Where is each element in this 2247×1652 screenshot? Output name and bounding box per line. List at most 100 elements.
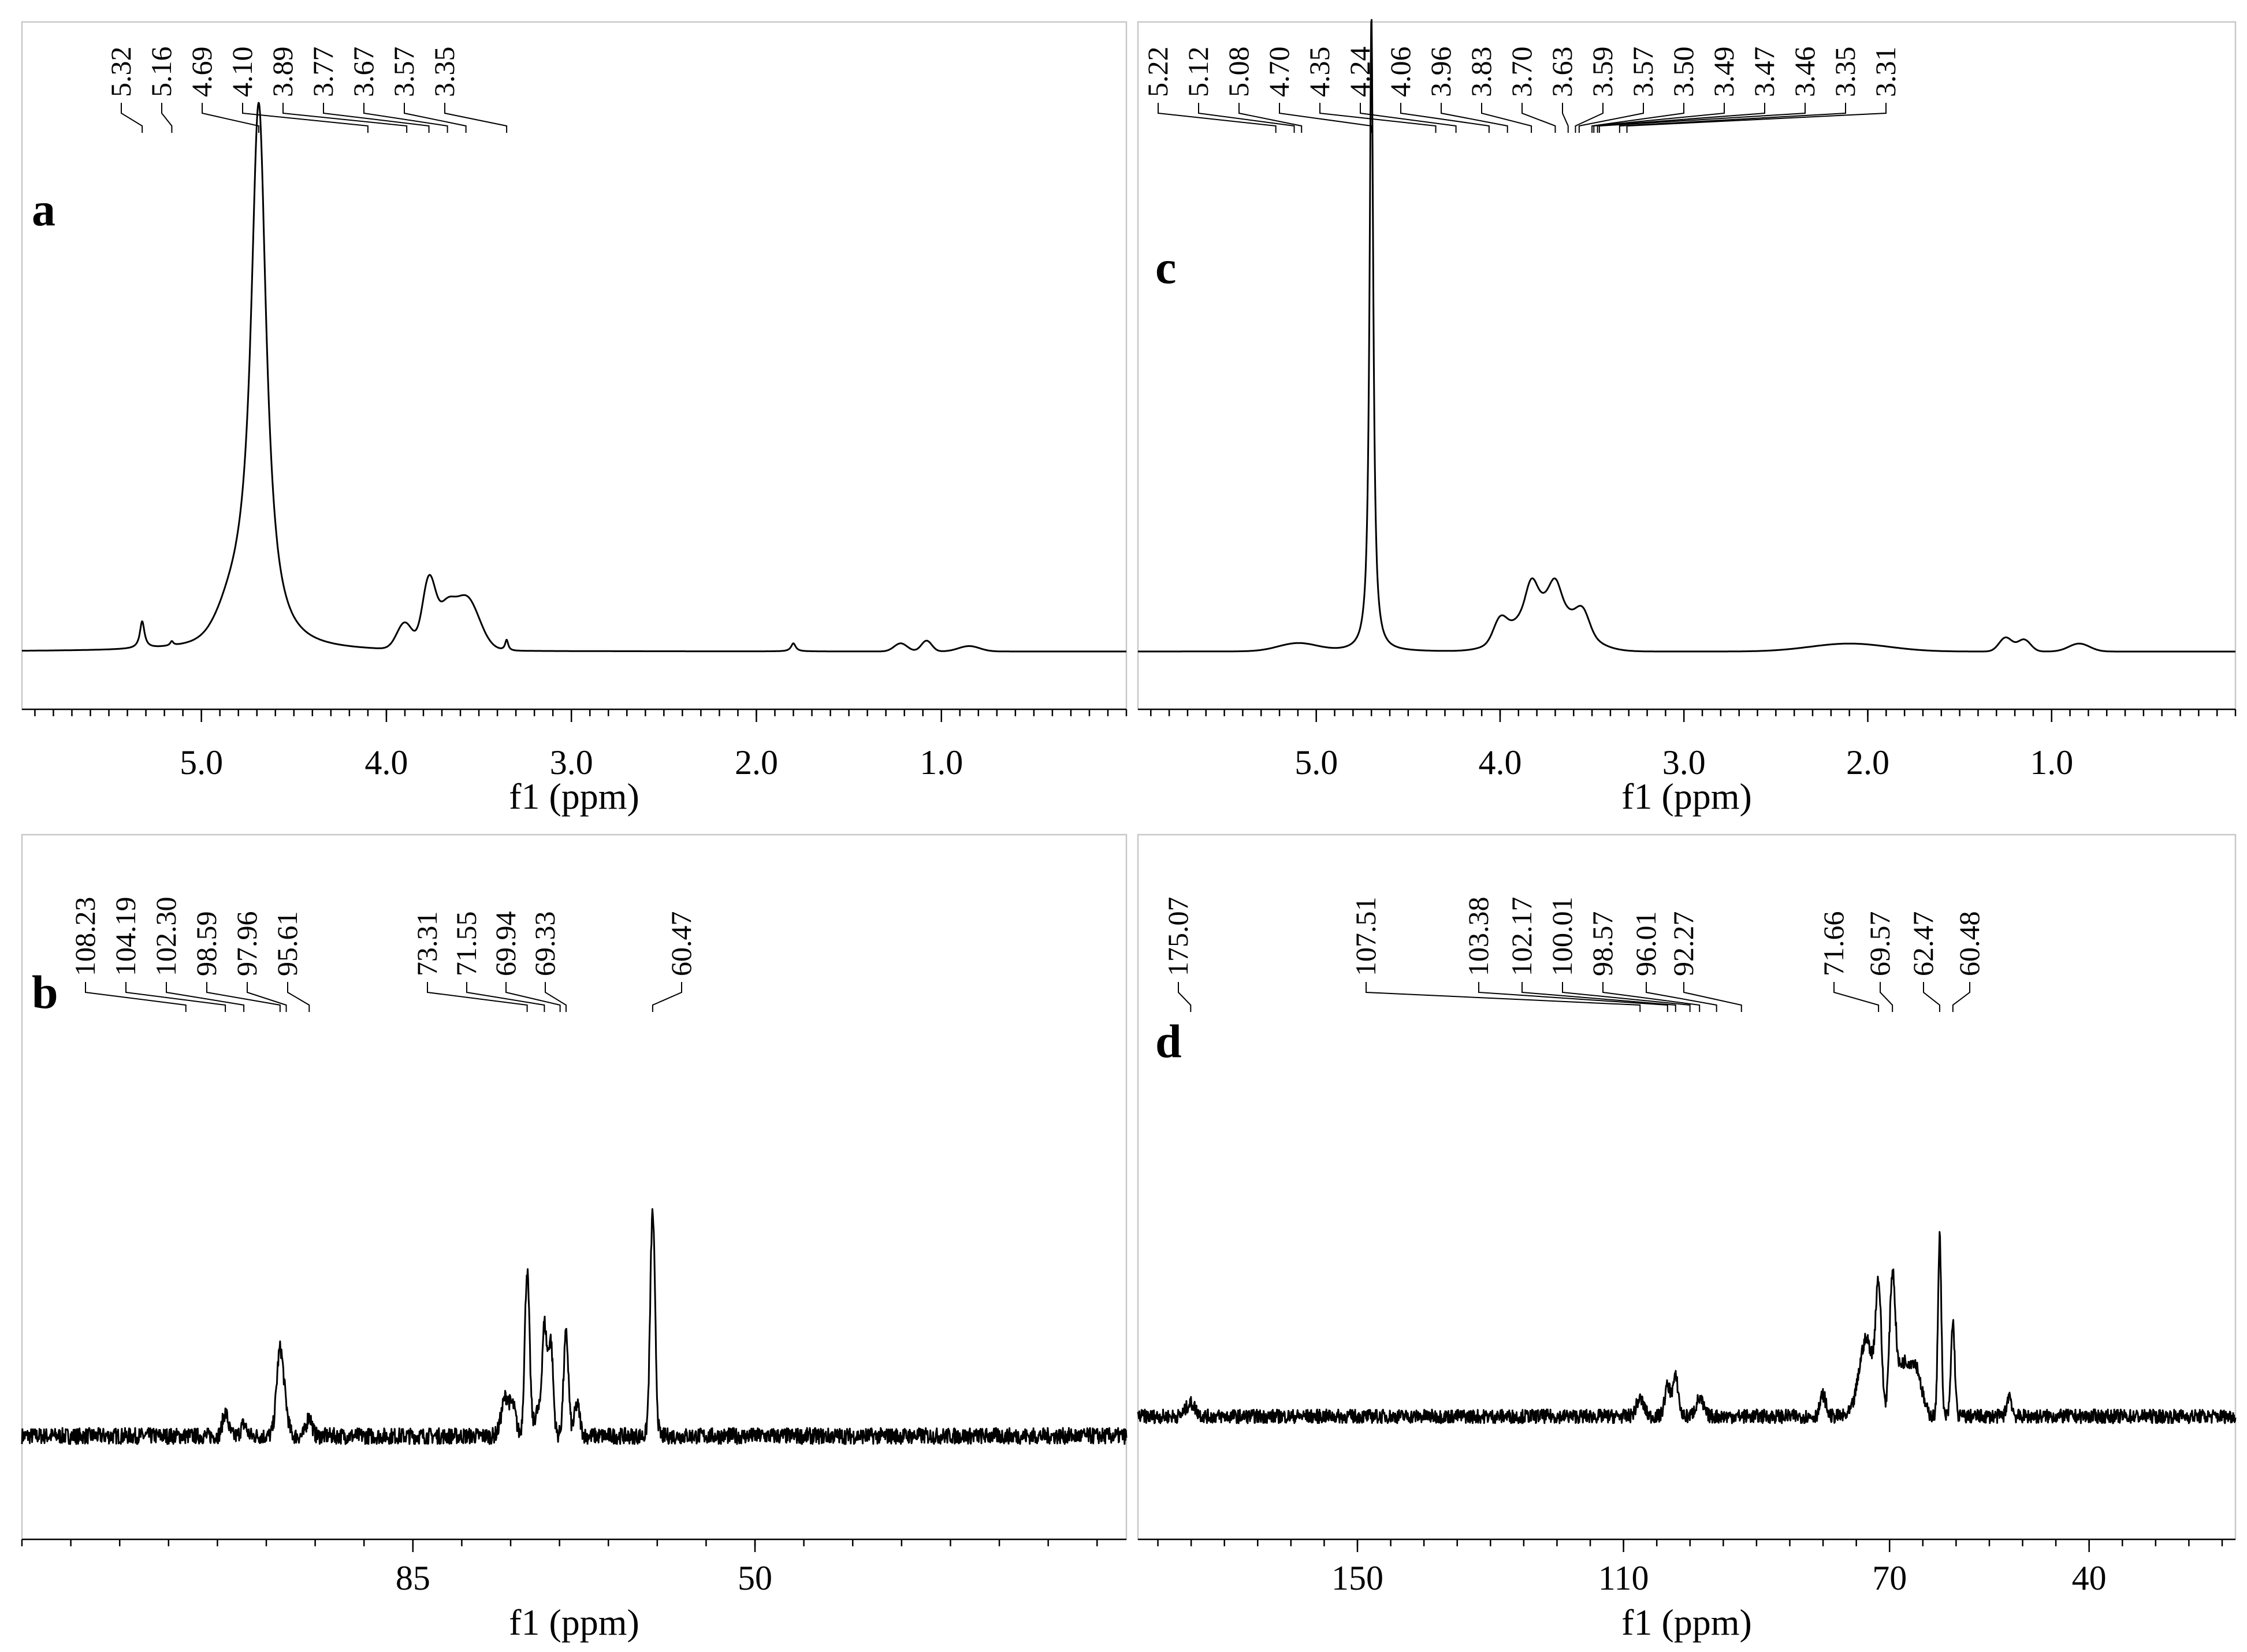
peak-label: 4.10 <box>226 47 258 98</box>
peak-label: 3.46 <box>1788 47 1821 98</box>
peak-label: 4.70 <box>1263 47 1295 98</box>
peak-leader-line <box>287 982 310 1012</box>
panel-b: 85 50 f1 (ppm) b 108.23 104.19 102.30 98.59 97.9… <box>21 834 1128 1643</box>
peak-leader-line <box>85 982 187 1012</box>
peak-label: 4.69 <box>185 47 218 98</box>
x-axis-label: f1 (ppm) <box>509 1602 639 1643</box>
peak-label: 97.96 <box>230 911 263 977</box>
peak-label: 3.96 <box>1424 47 1457 98</box>
peak-leader-line <box>1198 103 1295 133</box>
peak-label: 62.47 <box>1907 911 1939 977</box>
panel-border <box>21 21 1128 710</box>
peak-leader-line <box>166 982 245 1012</box>
peak-label: 95.61 <box>271 911 303 977</box>
peak-label: 3.47 <box>1748 47 1780 98</box>
peak-label: 98.59 <box>190 911 222 977</box>
x-tick-label: 3.0 <box>1662 743 1706 782</box>
peak-label: 3.49 <box>1707 47 1740 98</box>
peak-label: 3.57 <box>388 47 420 98</box>
peak-leader-line <box>1602 982 1701 1012</box>
x-tick-label: 70 <box>1872 1559 1907 1597</box>
peak-label: 3.35 <box>1829 47 1861 98</box>
peak-leader-line <box>161 103 173 133</box>
peak-leader-line <box>1158 103 1277 133</box>
peak-leader-line <box>121 103 143 133</box>
peak-label: 60.47 <box>665 911 697 977</box>
peak-leader-line <box>363 103 448 133</box>
peak-leader-line <box>1319 103 1437 133</box>
peak-label: 71.66 <box>1817 911 1850 977</box>
peak-label: 69.33 <box>529 911 561 977</box>
peak-label: 92.27 <box>1667 911 1699 977</box>
peak-label: 3.63 <box>1546 47 1578 98</box>
peak-leader-line <box>1360 103 1457 133</box>
peak-label: 98.57 <box>1586 911 1619 977</box>
peak-label: 60.48 <box>1953 911 1985 977</box>
peak-label: 3.67 <box>347 47 380 98</box>
peak-label: 5.16 <box>145 47 177 98</box>
peak-leader-line <box>1575 103 1604 133</box>
peak-leader-line <box>247 982 287 1012</box>
peak-leader-line <box>1400 103 1490 133</box>
peak-label: 175.07 <box>1162 897 1194 977</box>
panel-letter: d <box>1155 1015 1182 1067</box>
peak-leader-line <box>1481 103 1532 133</box>
panel-border <box>1137 21 2237 710</box>
panel-a: 5.0 4.0 3.0 2.0 1.0 f1 (ppm) a 5.32 5.16 4.69 4.10… <box>21 21 1128 817</box>
peak-leader-line <box>427 982 528 1012</box>
peak-leader-line <box>323 103 430 133</box>
peak-label: 3.31 <box>1869 47 1902 98</box>
panel-letter: b <box>32 966 58 1018</box>
peak-leader-line <box>1366 982 1641 1012</box>
x-tick-label: 50 <box>738 1559 772 1597</box>
x-tick-label: 5.0 <box>1294 743 1338 782</box>
peak-label: 104.19 <box>109 897 142 977</box>
peak-label: 5.08 <box>1222 47 1255 98</box>
peak-leader-line <box>1952 982 1970 1012</box>
x-axis-label: f1 (ppm) <box>1621 1602 1752 1643</box>
peak-leader-line <box>466 982 545 1012</box>
x-axis-label: f1 (ppm) <box>1621 776 1752 817</box>
spectrum-trace-a <box>21 102 1127 653</box>
x-tick-label: 4.0 <box>364 743 408 782</box>
x-axis-label: f1 (ppm) <box>509 776 639 817</box>
peak-label: 4.24 <box>1344 47 1376 98</box>
x-tick-label: 110 <box>1598 1559 1649 1597</box>
peak-label: 4.35 <box>1303 47 1335 98</box>
peak-label: 5.22 <box>1141 47 1174 98</box>
peak-label: 3.77 <box>307 47 339 98</box>
peak-label: 3.89 <box>266 47 299 98</box>
peak-label: 73.31 <box>411 911 443 977</box>
peak-leader-line <box>1619 103 1846 133</box>
peak-leader-line <box>1598 103 1806 133</box>
x-tick-label: 2.0 <box>735 743 778 782</box>
x-tick-label: 1.0 <box>920 743 963 782</box>
peak-leader-line <box>1562 982 1691 1012</box>
peak-leader-line <box>1521 103 1556 133</box>
peak-leader-line <box>444 103 508 133</box>
peak-leader-line <box>1683 982 1742 1012</box>
peak-label: 3.70 <box>1505 47 1538 98</box>
peak-label: 108.23 <box>69 897 101 977</box>
peak-leader-line <box>1562 103 1569 133</box>
peak-leader-line <box>125 982 226 1012</box>
x-tick-label: 4.0 <box>1478 743 1521 782</box>
x-tick-label: 1.0 <box>2030 743 2073 782</box>
peak-leader-line <box>1591 103 1684 133</box>
peak-label: 5.32 <box>105 47 137 98</box>
peak-leader-line <box>1578 103 1644 133</box>
peak-leader-line <box>1626 103 1887 133</box>
peak-label: 71.55 <box>450 911 482 977</box>
peak-leader-line <box>404 103 467 133</box>
peak-label: 3.83 <box>1465 47 1497 98</box>
x-tick-label: 2.0 <box>1846 743 1889 782</box>
peak-leader-line <box>1478 982 1668 1012</box>
peak-label: 103.38 <box>1462 897 1494 977</box>
peak-leader-line <box>242 103 369 133</box>
peak-leader-line <box>1521 982 1676 1012</box>
peak-leader-line <box>206 982 281 1012</box>
peak-leader-line <box>1597 103 1765 133</box>
peak-label: 3.35 <box>428 47 460 98</box>
spectrum-trace-d <box>1137 1231 2237 1424</box>
spectrum-trace-b <box>21 1208 1128 1445</box>
